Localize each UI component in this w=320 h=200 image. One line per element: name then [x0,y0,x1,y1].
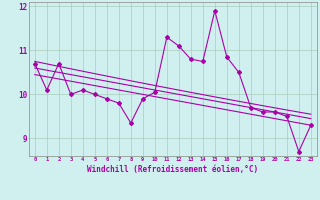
X-axis label: Windchill (Refroidissement éolien,°C): Windchill (Refroidissement éolien,°C) [87,165,258,174]
